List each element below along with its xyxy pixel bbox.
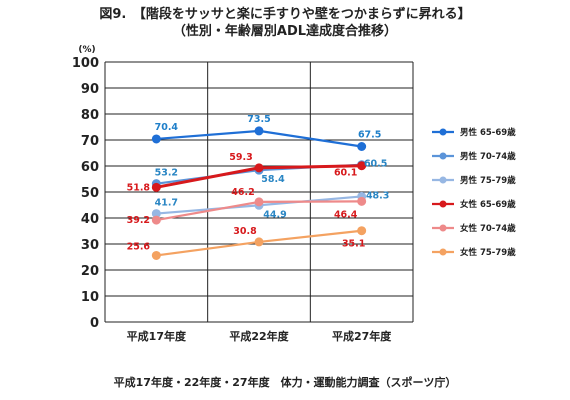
data-label: 70.4 xyxy=(155,122,179,133)
data-label: 35.1 xyxy=(342,239,365,250)
data-label: 67.5 xyxy=(358,130,381,141)
y-tick-label: 60 xyxy=(81,160,99,175)
chart-title-line1: 図9. 【階段をサッサと楽に手すりや壁をつかまらずに昇れる】 xyxy=(99,7,471,22)
data-label: 46.4 xyxy=(334,209,358,220)
y-tick-label: 80 xyxy=(81,108,99,123)
y-tick-label: 30 xyxy=(81,238,99,253)
legend-label: 女性 70-74歳 xyxy=(460,223,516,234)
data-label: 51.8 xyxy=(127,182,151,193)
data-point xyxy=(357,142,367,151)
y-tick-label: 70 xyxy=(81,134,99,149)
y-tick-label: 50 xyxy=(81,186,99,201)
data-point xyxy=(254,126,264,136)
data-point xyxy=(254,163,264,173)
legend-label: 男性 70-74歳 xyxy=(460,151,516,162)
y-tick-label: 90 xyxy=(81,82,99,97)
chart-subtitle: （性別・年齢層別ADL達成度合推移） xyxy=(172,24,398,39)
y-tick-label: 100 xyxy=(72,56,99,71)
legend-marker xyxy=(439,128,447,136)
data-point xyxy=(357,226,367,236)
legend-label: 女性 75-79歳 xyxy=(460,247,516,258)
data-label: 41.7 xyxy=(155,198,178,209)
data-point xyxy=(151,182,161,192)
legend-marker xyxy=(439,224,447,232)
data-label: 39.2 xyxy=(127,215,150,226)
data-point xyxy=(151,134,161,144)
legend-marker xyxy=(439,248,447,256)
data-label: 59.3 xyxy=(229,152,252,163)
y-unit-label: (%) xyxy=(78,45,95,55)
source-footer: 平成17年度・22年度・27年度 体力・運動能力調査（スポーツ庁） xyxy=(113,376,457,389)
y-tick-label: 10 xyxy=(81,290,99,305)
data-point xyxy=(357,161,367,171)
data-label: 60.5 xyxy=(364,159,387,170)
data-label: 53.2 xyxy=(155,168,178,179)
data-point xyxy=(254,237,264,247)
y-tick-label: 20 xyxy=(81,264,99,279)
x-tick-label: 平成22年度 xyxy=(229,329,289,343)
x-tick-label: 平成17年度 xyxy=(127,329,187,343)
legend-marker xyxy=(439,152,447,160)
legend-label: 女性 65-69歳 xyxy=(460,199,516,210)
data-label: 60.1 xyxy=(334,168,357,179)
y-tick-label: 40 xyxy=(81,212,99,227)
data-point xyxy=(254,197,264,207)
data-label: 73.5 xyxy=(247,114,270,125)
chart-title: 図9. 【階段をサッサと楽に手すりや壁をつかまらずに昇れる】 （性別・年齢層別A… xyxy=(0,6,570,40)
data-label: 44.9 xyxy=(263,209,286,220)
data-label: 30.8 xyxy=(233,226,257,237)
y-tick-label: 0 xyxy=(90,316,99,331)
data-point xyxy=(357,196,367,206)
data-label: 46.2 xyxy=(231,187,254,198)
data-label: 48.3 xyxy=(366,190,389,201)
legend-marker xyxy=(439,176,447,184)
data-label: 25.6 xyxy=(127,241,151,252)
data-point xyxy=(151,250,161,260)
data-label: 58.4 xyxy=(261,174,285,185)
x-tick-label: 平成27年度 xyxy=(332,329,392,343)
legend-marker xyxy=(439,200,447,208)
legend-label: 男性 75-79歳 xyxy=(460,175,516,186)
legend-label: 男性 65-69歳 xyxy=(460,127,516,138)
data-point xyxy=(151,215,161,225)
